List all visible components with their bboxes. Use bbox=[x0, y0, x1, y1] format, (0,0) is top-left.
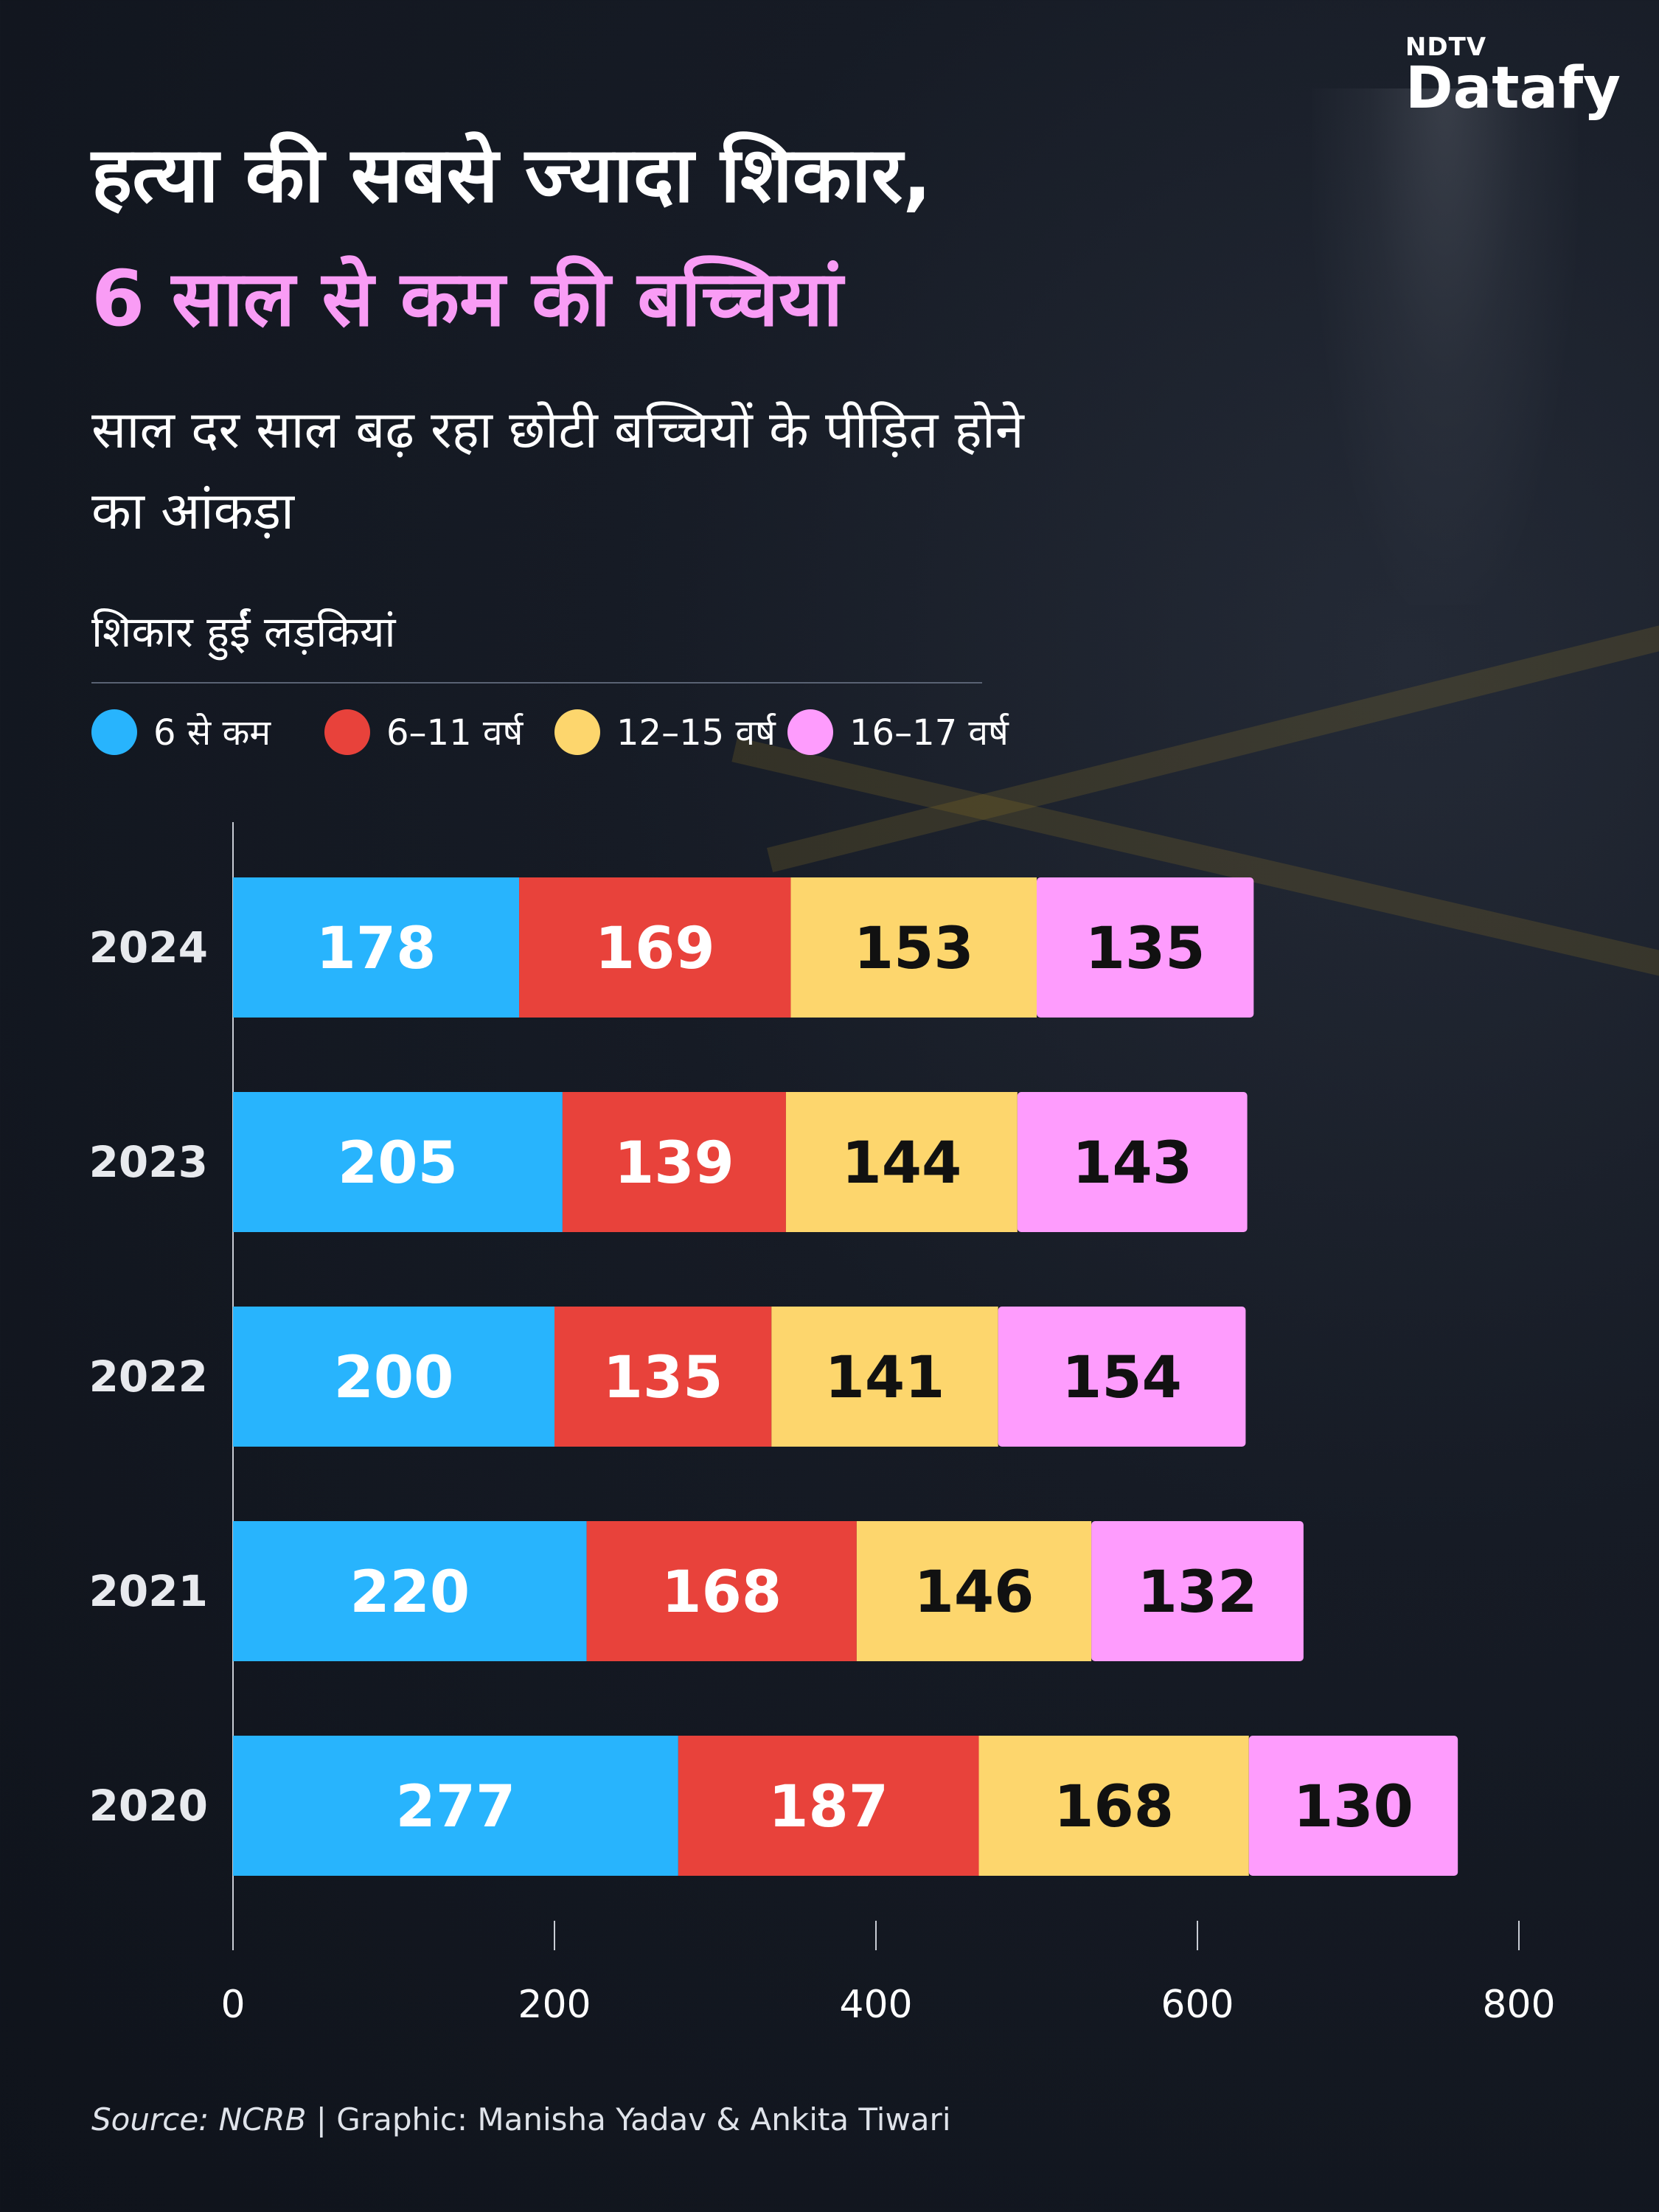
page-subtitle: साल दर साल बढ़ रहा छोटी बच्चियों के पीड़… bbox=[91, 400, 1024, 541]
brand-logo: NDTV Datafy bbox=[1405, 32, 1621, 118]
bar-segment bbox=[586, 1521, 857, 1661]
y-category-label: 2020 bbox=[89, 1781, 208, 1831]
brand-top: NDTV bbox=[1405, 32, 1487, 62]
legend-label-12-15: 12–15 वर्ष bbox=[616, 712, 776, 754]
x-tick-label: 400 bbox=[839, 1983, 912, 2027]
bar-segment bbox=[856, 1521, 1092, 1661]
legend-item-12-15: 12–15 वर्ष bbox=[554, 708, 776, 756]
x-tick-label: 600 bbox=[1161, 1983, 1234, 2027]
bar-value-label: 135 bbox=[603, 1345, 723, 1411]
source-credit: Source: NCRB | Graphic: Manisha Yadav & … bbox=[91, 2101, 951, 2138]
bar-segment bbox=[785, 1092, 1018, 1232]
bar-segment bbox=[554, 1307, 772, 1447]
legend-label-6-11: 6–11 वर्ष bbox=[386, 712, 524, 754]
page-title-line1: हत्या की सबसे ज्यादा शिकार, bbox=[91, 130, 932, 220]
bar-segment bbox=[233, 1307, 554, 1447]
bar-segment bbox=[678, 1736, 979, 1876]
legend-item-6-11: 6–11 वर्ष bbox=[324, 708, 523, 756]
legend-divider bbox=[91, 682, 982, 684]
spotlight-glow bbox=[1312, 88, 1578, 605]
bar-value-label: 143 bbox=[1072, 1130, 1192, 1197]
bar-segment bbox=[1248, 1736, 1458, 1876]
bar-value-label: 277 bbox=[396, 1774, 516, 1840]
bar-segment bbox=[233, 1521, 587, 1661]
brand-main: Datafy bbox=[1405, 55, 1621, 122]
bar-segment bbox=[233, 1092, 563, 1232]
legend-swatch-6-11 bbox=[324, 709, 370, 755]
bar-value-label: 200 bbox=[334, 1345, 454, 1411]
y-category-label: 2022 bbox=[89, 1352, 208, 1402]
page-title-line2: 6 साल से कम की बच्चियां bbox=[91, 254, 844, 344]
bar-segment bbox=[1017, 1092, 1248, 1232]
bar-value-label: 144 bbox=[841, 1130, 961, 1197]
bar-value-label: 141 bbox=[825, 1345, 945, 1411]
bar-value-label: 220 bbox=[349, 1559, 470, 1626]
bar-segment bbox=[233, 1736, 678, 1876]
bar-segment bbox=[562, 1092, 786, 1232]
bar-value-label: 169 bbox=[595, 916, 715, 982]
x-tick-label: 200 bbox=[518, 1983, 591, 2027]
bar-value-label: 154 bbox=[1062, 1345, 1182, 1411]
bar-segment bbox=[978, 1736, 1249, 1876]
legend-item-16-17: 16–17 वर्ष bbox=[787, 708, 1009, 756]
bar-value-label: 139 bbox=[614, 1130, 734, 1197]
bar-value-label: 187 bbox=[768, 1774, 888, 1840]
y-category-label: 2023 bbox=[89, 1137, 208, 1187]
bar-value-label: 146 bbox=[914, 1559, 1034, 1626]
bar-segment bbox=[1037, 877, 1254, 1018]
bar-value-label: 168 bbox=[1054, 1774, 1174, 1840]
bar-segment bbox=[790, 877, 1037, 1018]
y-category-label: 2024 bbox=[89, 922, 208, 973]
legend-item-under6: 6 से कम bbox=[91, 708, 271, 756]
bar-segment bbox=[1091, 1521, 1304, 1661]
bar-value-label: 135 bbox=[1085, 916, 1206, 982]
bar-value-label: 168 bbox=[661, 1559, 782, 1626]
bar-segment bbox=[771, 1307, 998, 1447]
bar-value-label: 178 bbox=[316, 916, 437, 982]
legend-label-under6: 6 से कम bbox=[153, 712, 271, 754]
bar-segment bbox=[998, 1307, 1246, 1447]
bar-segment bbox=[519, 877, 791, 1018]
legend-label-16-17: 16–17 वर्ष bbox=[849, 712, 1009, 754]
bar-segment bbox=[233, 877, 520, 1018]
legend-swatch-16-17 bbox=[787, 709, 833, 755]
bar-value-label: 132 bbox=[1138, 1559, 1258, 1626]
graphic-credit: | Graphic: Manisha Yadav & Ankita Tiwari bbox=[306, 2101, 951, 2138]
x-tick-label: 800 bbox=[1482, 1983, 1555, 2027]
stacked-bar-chart: 0 200 400 600 800 2024 178 169 153 135 2023 205 139 1… bbox=[89, 822, 1556, 2027]
legend-swatch-under6 bbox=[91, 709, 137, 755]
bar-value-label: 205 bbox=[338, 1130, 458, 1197]
x-tick-label: 0 bbox=[220, 1983, 245, 2027]
bar-value-label: 130 bbox=[1293, 1774, 1413, 1840]
y-category-label: 2021 bbox=[89, 1566, 208, 1616]
bar-value-label: 153 bbox=[854, 916, 974, 982]
legend-swatch-12-15 bbox=[554, 709, 600, 755]
source-label: Source: NCRB bbox=[91, 2101, 307, 2138]
legend-title: शिकार हुईं लड़कियां bbox=[91, 607, 396, 657]
